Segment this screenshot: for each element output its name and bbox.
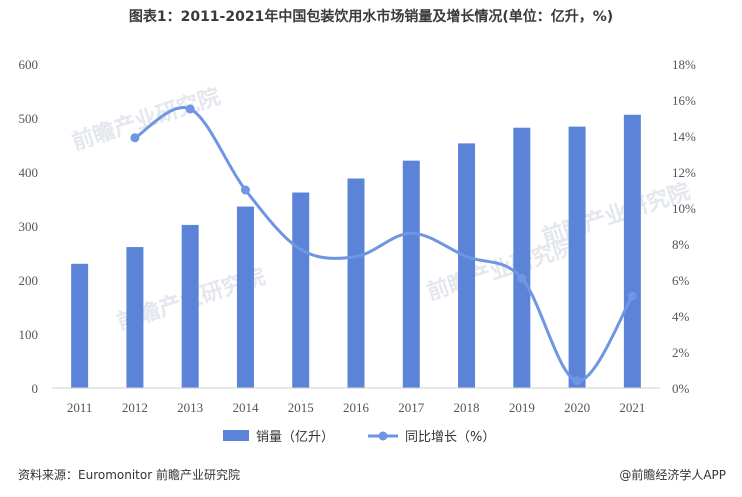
legend-bar-label: 销量（亿升） — [256, 430, 334, 445]
bar — [71, 263, 89, 388]
y2-tick-label: 8% — [672, 237, 690, 252]
y2-tick-label: 4% — [672, 309, 690, 324]
bar — [236, 206, 254, 388]
bar — [402, 160, 420, 388]
axes: 0 100 200 300 400 500 600 0% 2% 4% 6% 8% 10% 12% 14% 16… — [19, 57, 697, 415]
x-tick-label: 2017 — [398, 400, 425, 415]
y2-tick-label: 16% — [672, 93, 696, 108]
chart-title: 图表1：2011-2021年中国包装饮用水市场销量及增长情况(单位：亿升，%) — [128, 9, 614, 25]
bar — [347, 178, 365, 388]
y-tick-label: 200 — [19, 273, 39, 288]
y2-tick-label: 18% — [672, 57, 696, 72]
bar — [513, 127, 531, 388]
x-tick-label: 2019 — [509, 400, 535, 415]
y2-tick-label: 10% — [672, 201, 696, 216]
brand-credit: @前瞻经济学人APP — [619, 468, 726, 482]
source-note: 资料来源：Euromonitor 前瞻产业研究院 — [18, 468, 240, 482]
bar — [458, 143, 476, 388]
y-tick-label: 600 — [19, 57, 39, 72]
x-tick-label: 2014 — [232, 400, 259, 415]
x-tick-label: 2011 — [67, 400, 93, 415]
y-tick-label: 500 — [19, 111, 39, 126]
x-tick-label: 2018 — [454, 400, 480, 415]
legend-bar-swatch — [223, 430, 249, 441]
x-tick-label: 2020 — [564, 400, 590, 415]
legend-line-marker — [378, 431, 388, 441]
y2-tick-label: 12% — [672, 165, 696, 180]
y2-tick-label: 14% — [672, 129, 696, 144]
y2-tick-label: 6% — [672, 273, 690, 288]
bar — [292, 192, 310, 388]
growth-line — [134, 106, 634, 383]
y-tick-label: 100 — [19, 327, 39, 342]
bar — [181, 224, 199, 388]
watermark-text: 前瞻产业研究院 — [539, 178, 694, 250]
line-point — [517, 273, 527, 283]
bar — [126, 247, 144, 388]
x-tick-label: 2015 — [288, 400, 314, 415]
line-point — [185, 104, 195, 114]
y2-tick-label: 0% — [672, 381, 690, 396]
legend-line-label: 同比增长（%） — [405, 430, 495, 445]
line-point — [130, 133, 140, 143]
y-tick-label: 300 — [19, 219, 39, 234]
y2-tick-label: 2% — [672, 345, 690, 360]
bar — [623, 114, 641, 388]
bar — [568, 126, 586, 388]
y-tick-label: 0 — [32, 381, 39, 396]
line-series — [130, 104, 637, 386]
legend: 销量（亿升） 同比增长（%） — [223, 430, 495, 445]
line-point — [572, 376, 582, 386]
y-tick-label: 400 — [19, 165, 39, 180]
line-point — [627, 291, 637, 301]
line-point — [240, 185, 250, 195]
x-tick-label: 2016 — [343, 400, 370, 415]
x-tick-label: 2021 — [619, 400, 645, 415]
bar-series — [71, 114, 641, 388]
watermark-layer: 前瞻产业研究院前瞻产业研究院前瞻产业研究院前瞻产业研究院 — [69, 83, 694, 335]
x-tick-label: 2012 — [122, 400, 148, 415]
x-tick-label: 2013 — [177, 400, 203, 415]
